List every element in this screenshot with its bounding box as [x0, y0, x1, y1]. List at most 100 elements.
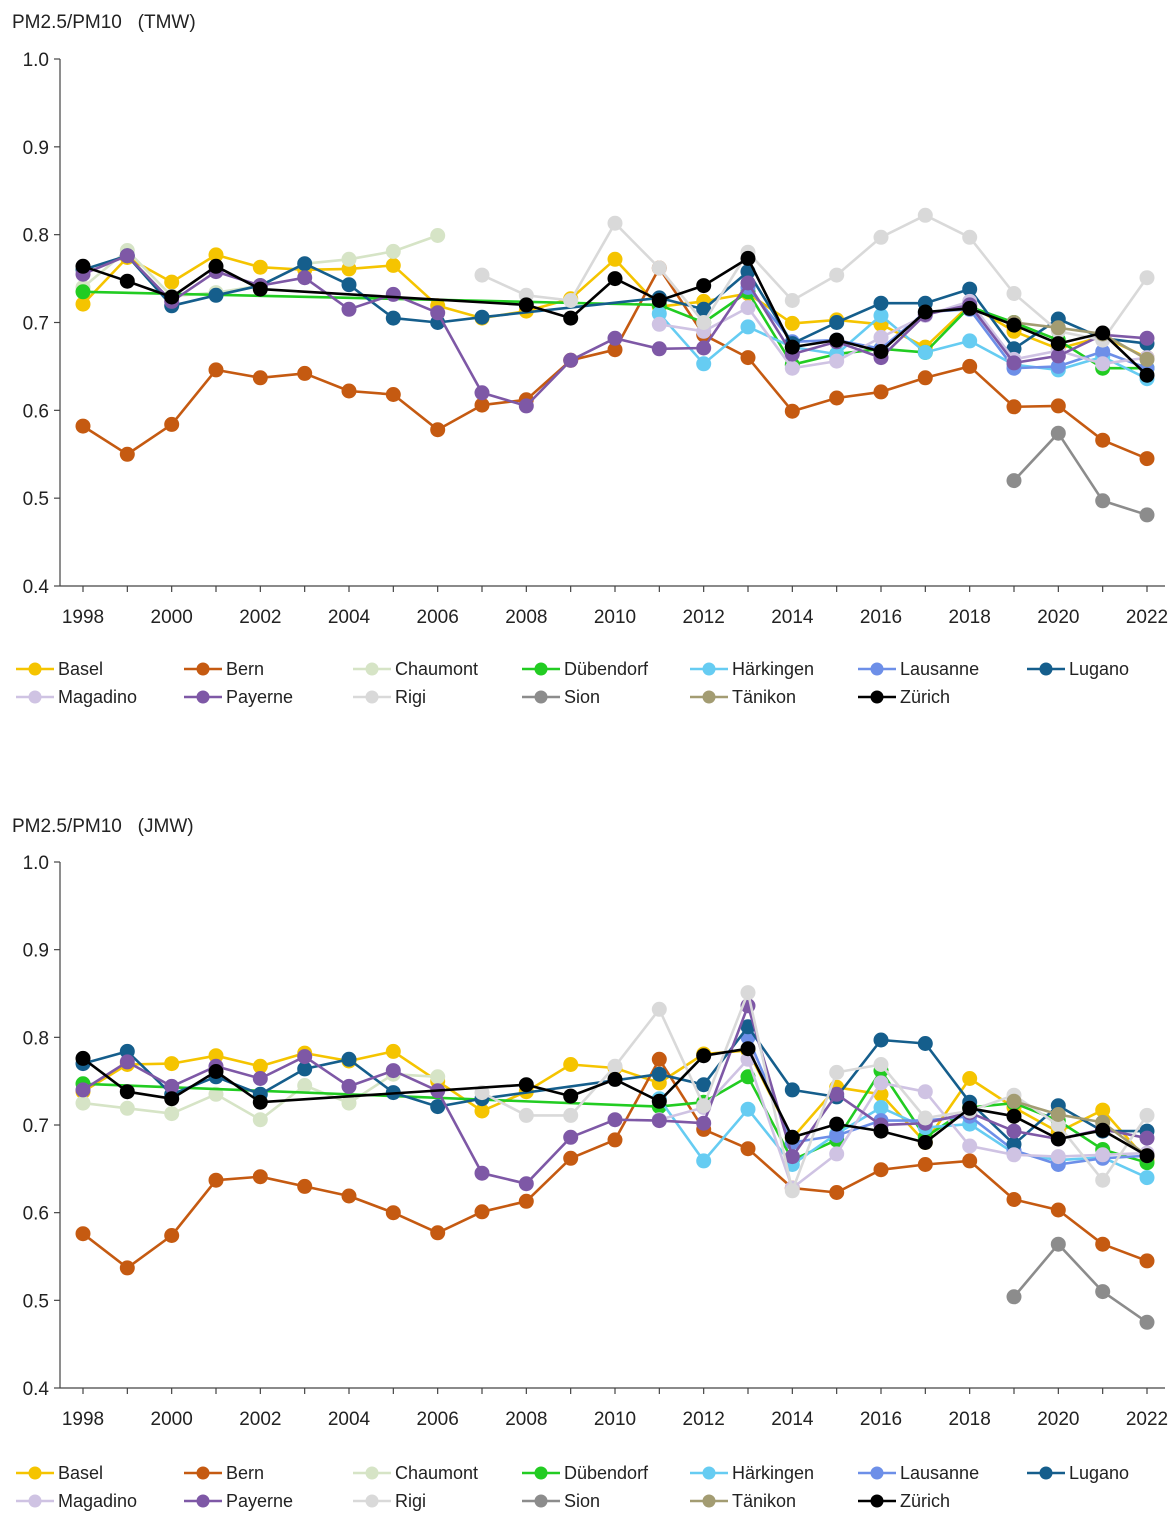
- data-point: [873, 295, 889, 311]
- series-line: [1013, 431, 1148, 517]
- data-point: [341, 301, 357, 317]
- data-point: [297, 270, 313, 286]
- legend-item: Lugano: [1027, 1463, 1129, 1483]
- data-point: [1050, 320, 1066, 336]
- data-point: [563, 310, 579, 326]
- series-line: [82, 1004, 1148, 1185]
- legend-marker: [196, 1466, 210, 1480]
- data-point: [119, 446, 135, 462]
- legend-item: Magadino: [16, 1491, 137, 1511]
- data-point: [1050, 1202, 1066, 1218]
- data-point: [962, 1071, 978, 1086]
- data-point: [873, 1075, 889, 1091]
- legend-item: Tänikon: [690, 687, 796, 707]
- legend-item: Bern: [184, 1463, 264, 1483]
- data-point: [962, 1100, 978, 1116]
- legend-marker: [870, 1494, 884, 1508]
- data-point: [297, 1049, 313, 1065]
- data-point: [740, 319, 756, 335]
- data-point: [297, 256, 313, 272]
- data-point: [430, 305, 446, 321]
- data-point: [962, 281, 978, 297]
- legend-label: Chaumont: [395, 1463, 478, 1483]
- data-point: [563, 293, 579, 308]
- data-point: [119, 1100, 135, 1116]
- data-point: [119, 273, 135, 289]
- data-point: [962, 229, 978, 245]
- data-point: [385, 1043, 401, 1059]
- x-tick-label: 2020: [1037, 1409, 1079, 1430]
- data-point: [1095, 493, 1111, 509]
- series-line: [1013, 1100, 1148, 1157]
- data-point: [518, 1193, 534, 1209]
- data-point: [962, 333, 978, 349]
- legend-label: Chaumont: [395, 659, 478, 679]
- legend-marker: [365, 1466, 379, 1480]
- data-point: [75, 1226, 91, 1242]
- data-point: [252, 1169, 268, 1185]
- legend-item: Basel: [16, 659, 103, 679]
- x-tick-label: 2020: [1037, 607, 1079, 628]
- data-point: [1139, 451, 1155, 467]
- y-tick-label: 0.4: [23, 1379, 50, 1400]
- data-point: [784, 1129, 800, 1145]
- data-point: [607, 1071, 623, 1087]
- legend-marker: [702, 1494, 716, 1508]
- data-point: [829, 353, 845, 369]
- y-tick-label: 1.0: [23, 50, 49, 71]
- x-tick-label: 2000: [151, 607, 193, 628]
- data-point: [119, 1043, 135, 1059]
- data-point: [1050, 1117, 1066, 1133]
- series-line: [481, 214, 1149, 342]
- data-point: [962, 358, 978, 374]
- data-point: [829, 1086, 845, 1102]
- data-point: [385, 1205, 401, 1221]
- data-point: [1095, 325, 1111, 341]
- data-point: [696, 315, 712, 330]
- legend-marker: [196, 662, 210, 676]
- legend-item: Magadino: [16, 687, 137, 707]
- data-point: [607, 342, 623, 358]
- data-point: [1050, 1107, 1066, 1122]
- data-point: [1139, 1148, 1155, 1164]
- data-point: [607, 330, 623, 346]
- data-point: [784, 339, 800, 355]
- data-point: [385, 1063, 401, 1079]
- data-point: [164, 1056, 180, 1072]
- x-tick-label: 2012: [683, 607, 725, 628]
- x-tick-label: 2002: [239, 1409, 281, 1430]
- legend-marker: [28, 662, 42, 676]
- data-point: [208, 1048, 224, 1064]
- data-point: [651, 1066, 667, 1082]
- data-point: [297, 1178, 313, 1194]
- data-point: [1006, 473, 1022, 489]
- data-point: [563, 1057, 579, 1072]
- legend-marker: [702, 1466, 716, 1480]
- data-point: [651, 293, 667, 308]
- data-point: [119, 1084, 135, 1100]
- data-point: [341, 1188, 357, 1204]
- series-line: [658, 1097, 1148, 1179]
- data-point: [75, 418, 91, 434]
- legend-label: Zürich: [900, 1491, 950, 1511]
- y-tick-label: 0.8: [23, 226, 49, 247]
- data-point: [740, 1041, 756, 1057]
- data-point: [651, 1113, 667, 1129]
- x-tick-label: 2016: [860, 1409, 902, 1430]
- x-tick-label: 1998: [62, 607, 104, 628]
- data-point: [164, 289, 180, 305]
- legend-marker: [534, 1494, 548, 1508]
- data-point: [1006, 399, 1022, 415]
- data-point: [1139, 1170, 1155, 1186]
- x-tick-label: 2018: [949, 1409, 991, 1430]
- data-point: [208, 287, 224, 303]
- legend-item: Sion: [522, 1491, 600, 1511]
- x-tick-label: 2008: [505, 607, 547, 628]
- data-point: [829, 1185, 845, 1200]
- data-point: [252, 1112, 268, 1128]
- legend-item: Bern: [184, 659, 264, 679]
- data-point: [917, 1157, 933, 1172]
- series-chaumont: [75, 1066, 446, 1128]
- data-point: [252, 281, 268, 297]
